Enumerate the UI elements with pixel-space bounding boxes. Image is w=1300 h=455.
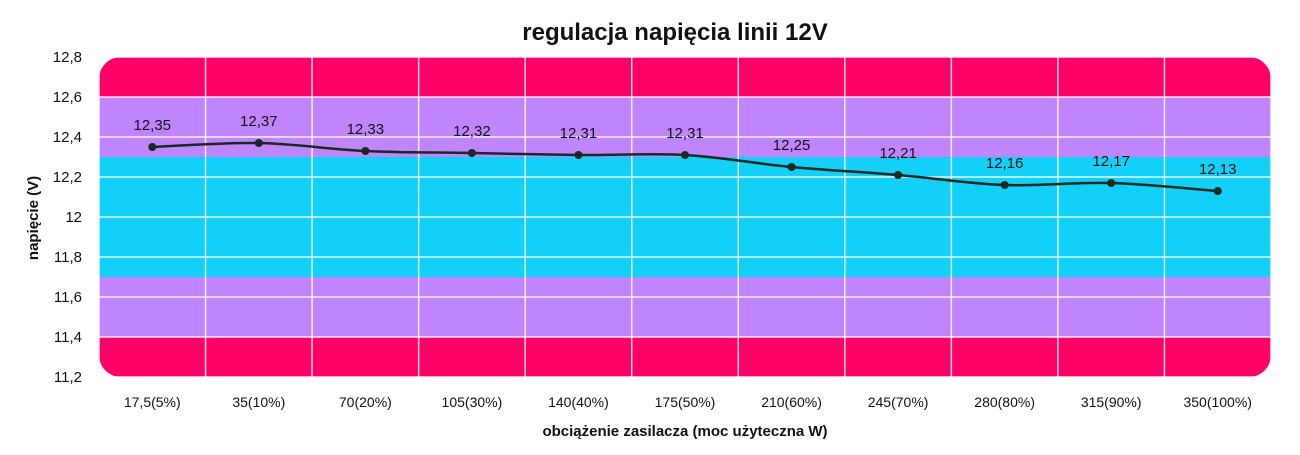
data-label: 12,33 <box>347 121 385 138</box>
data-label: 12,35 <box>133 117 171 134</box>
data-point <box>787 163 796 171</box>
x-tick-label: 105(30%) <box>442 394 503 410</box>
data-label: 12,21 <box>879 145 917 162</box>
data-point <box>467 149 476 157</box>
data-point <box>1107 179 1116 187</box>
x-tick-label: 245(70%) <box>868 394 929 410</box>
data-point <box>254 139 263 147</box>
data-point <box>1213 187 1222 195</box>
x-tick-label: 35(10%) <box>232 394 285 410</box>
x-tick-label: 350(100%) <box>1183 394 1252 410</box>
x-tick-label: 280(80%) <box>974 394 1035 410</box>
data-label: 12,17 <box>1092 153 1130 170</box>
y-tick-labels: 11,2 11,4 11,6 11,8 12 12,2 12,4 12,6 12,8 <box>53 49 82 386</box>
y-tick-label: 11,8 <box>54 249 82 266</box>
data-label: 12,32 <box>453 123 491 140</box>
x-tick-label: 17,5(5%) <box>124 394 181 410</box>
y-tick-label: 11,6 <box>54 289 82 306</box>
data-label: 12,25 <box>773 137 811 154</box>
grid-layer <box>98 56 1272 378</box>
y-tick-label: 12,2 <box>53 169 82 186</box>
data-label: 12,31 <box>666 125 704 142</box>
data-point <box>361 147 370 155</box>
x-tick-labels: 17,5(5%) 35(10%) 70(20%) 105(30%) 140(40%) 17… <box>124 394 1252 410</box>
y-tick-label: 11,2 <box>54 369 82 386</box>
chart-title: regulacja napięcia linii 12V <box>522 19 827 46</box>
data-label: 12,37 <box>240 113 278 130</box>
y-tick-label: 12,8 <box>53 49 82 66</box>
data-label: 12,16 <box>986 155 1024 172</box>
x-tick-label: 70(20%) <box>339 394 392 410</box>
data-point <box>894 171 903 179</box>
x-tick-label: 315(90%) <box>1081 394 1142 410</box>
y-axis-label: napięcie (V) <box>25 176 42 260</box>
data-point <box>148 143 157 151</box>
band-0 <box>99 277 1271 337</box>
data-point <box>1000 181 1009 189</box>
data-point <box>681 151 689 159</box>
x-axis-label: obciążenie zasilacza (moc użyteczna W) <box>542 423 827 440</box>
band-2 <box>99 97 1271 157</box>
x-tick-label: 140(40%) <box>548 394 609 410</box>
y-tick-label: 12,6 <box>53 89 82 106</box>
y-tick-label: 12 <box>65 209 82 226</box>
y-tick-label: 12,4 <box>53 129 82 146</box>
data-label: 12,31 <box>560 125 598 142</box>
series-layer: 12,35 12,37 12,33 12,32 12,31 12,31 12,25 12,21… <box>133 113 1237 195</box>
data-point <box>574 151 583 159</box>
x-tick-label: 175(50%) <box>655 394 716 410</box>
data-label: 12,13 <box>1199 161 1237 178</box>
y-tick-label: 11,4 <box>54 329 82 346</box>
x-tick-label: 210(60%) <box>761 394 822 410</box>
